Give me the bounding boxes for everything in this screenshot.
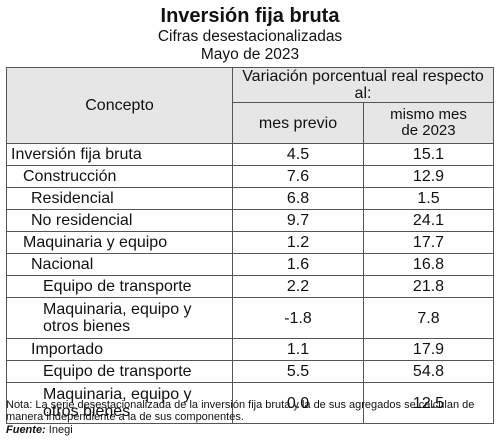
source-line: Fuente: Inegi (6, 424, 73, 436)
row-prev: 1.1 (232, 338, 364, 361)
row-concept: Maquinaria y equipo (6, 231, 233, 254)
row-year: 16.8 (363, 253, 494, 276)
row-concept: Equipo de transporte (6, 360, 233, 383)
row-prev: 5.5 (232, 360, 364, 383)
row-concept-line2: otros bienes (43, 403, 131, 420)
row-year: 54.8 (363, 360, 494, 383)
row-concept: Construcción (6, 165, 233, 188)
source-label: Fuente: (6, 424, 46, 436)
header-mismo-mes: mismo mes de 2023 (363, 102, 494, 144)
source-value: Inegi (45, 424, 73, 436)
row-prev: 6.8 (232, 187, 364, 210)
header-concepto: Concepto (6, 67, 233, 144)
table-row: Inversión fija bruta 4.5 15.1 (6, 143, 494, 166)
row-concept: Equipo de transporte (6, 275, 233, 298)
table-row: Nacional 1.6 16.8 (6, 253, 494, 276)
row-year: 24.1 (363, 209, 494, 232)
row-concept: Nacional (6, 253, 233, 276)
row-year: 15.1 (363, 143, 494, 166)
row-concept: Inversión fija bruta (6, 143, 233, 166)
row-year: 1.5 (363, 187, 494, 210)
row-concept: Importado (6, 338, 233, 361)
investment-table: Concepto Variación porcentual real respe… (6, 67, 494, 424)
row-prev: 2.2 (232, 275, 364, 298)
row-prev: -1.8 (232, 297, 364, 339)
header-mismo-mes-line1: mismo mes (390, 106, 467, 123)
header-mes-previo: mes previo (232, 102, 364, 144)
row-concept-line1: Maquinaria, equipo y (43, 301, 192, 318)
table-row: Maquinaria, equipo y otros bienes -1.8 7… (6, 297, 494, 339)
row-concept: Maquinaria, equipo y otros bienes (6, 382, 233, 424)
row-year: 17.9 (363, 338, 494, 361)
header-mismo-mes-line2: de 2023 (401, 122, 456, 139)
header-variacion: Variación porcentual real respecto al: (232, 67, 494, 103)
title-block: Inversión fija bruta Cifras desestaciona… (0, 4, 500, 64)
row-concept-line2: otros bienes (43, 318, 131, 335)
row-year: 7.8 (363, 297, 494, 339)
row-prev: 0.0 (232, 382, 364, 424)
row-concept: Maquinaria, equipo y otros bienes (6, 297, 233, 339)
table-row: Residencial 6.8 1.5 (6, 187, 494, 210)
row-concept: Residencial (6, 187, 233, 210)
page-subtitle: Cifras desestacionalizadas (157, 28, 343, 45)
row-prev: 4.5 (232, 143, 364, 166)
row-year: 21.8 (363, 275, 494, 298)
table-row: Construcción 7.6 12.9 (6, 165, 494, 188)
row-prev: 1.2 (232, 231, 364, 254)
table-row: Importado 1.1 17.9 (6, 338, 494, 361)
row-prev: 1.6 (232, 253, 364, 276)
page-period: Mayo de 2023 (200, 46, 300, 63)
row-concept-line1: Maquinaria, equipo y (43, 386, 192, 403)
footnote: Nota: La serie desestacionalizada de la … (6, 399, 475, 423)
table-row: Equipo de transporte 2.2 21.8 (6, 275, 494, 298)
row-year: 12.5 (363, 382, 494, 424)
row-year: 17.7 (363, 231, 494, 254)
row-prev: 9.7 (232, 209, 364, 232)
page-title: Inversión fija bruta (160, 5, 340, 27)
table-row: Equipo de transporte 5.5 54.8 (6, 360, 494, 383)
row-year: 12.9 (363, 165, 494, 188)
table-row: Maquinaria y equipo 1.2 17.7 (6, 231, 494, 254)
table-row: Maquinaria, equipo y otros bienes 0.0 12… (6, 382, 494, 424)
table-row: No residencial 9.7 24.1 (6, 209, 494, 232)
row-concept: No residencial (6, 209, 233, 232)
row-prev: 7.6 (232, 165, 364, 188)
